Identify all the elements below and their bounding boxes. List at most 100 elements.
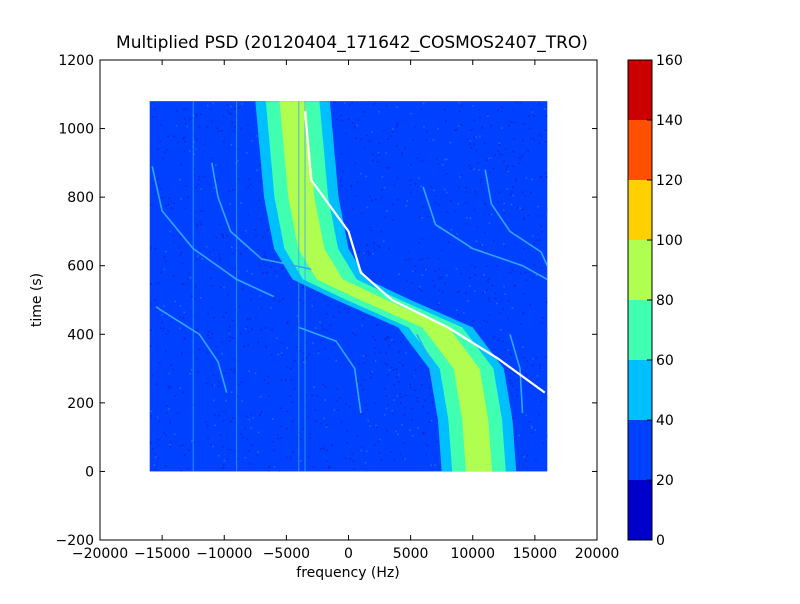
heatmap-speckle bbox=[470, 167, 473, 170]
heatmap-speckle bbox=[393, 458, 396, 461]
heatmap-speckle bbox=[375, 324, 378, 326]
heatmap-speckle bbox=[395, 368, 398, 370]
heatmap-speckle bbox=[439, 466, 441, 468]
heatmap-speckle bbox=[503, 285, 505, 288]
heatmap-speckle bbox=[168, 197, 170, 200]
colorbar-tick-label: 100 bbox=[656, 233, 683, 249]
heatmap-speckle bbox=[534, 429, 537, 431]
heatmap-speckle bbox=[487, 281, 490, 283]
heatmap-speckle bbox=[200, 223, 203, 226]
heatmap-speckle bbox=[317, 292, 319, 295]
heatmap-speckle bbox=[176, 110, 178, 112]
heatmap-speckle bbox=[339, 311, 341, 314]
heatmap-speckle bbox=[430, 464, 433, 466]
heatmap-speckle bbox=[373, 242, 375, 245]
heatmap-speckle bbox=[222, 236, 225, 239]
heatmap-speckle bbox=[175, 124, 178, 127]
heatmap-speckle bbox=[325, 426, 328, 428]
heatmap-speckle bbox=[497, 201, 499, 203]
heatmap-speckle bbox=[453, 210, 456, 212]
heatmap-speckle bbox=[322, 383, 325, 386]
heatmap-speckle bbox=[257, 341, 259, 344]
heatmap-speckle bbox=[440, 249, 443, 252]
heatmap-speckle bbox=[279, 437, 282, 439]
colorbar-tick-label: 60 bbox=[656, 353, 674, 369]
heatmap-speckle bbox=[306, 356, 308, 359]
heatmap-speckle bbox=[234, 108, 236, 110]
heatmap-speckle bbox=[276, 271, 278, 273]
heatmap-speckle bbox=[409, 384, 411, 386]
heatmap-speckle bbox=[290, 456, 292, 459]
heatmap-speckle bbox=[423, 431, 425, 434]
heatmap-speckle bbox=[469, 143, 471, 145]
heatmap-speckle bbox=[516, 356, 519, 358]
heatmap-speckle bbox=[166, 149, 168, 151]
heatmap-speckle bbox=[176, 412, 179, 415]
heatmap-speckle bbox=[179, 445, 181, 447]
heatmap-speckle bbox=[393, 341, 395, 343]
heatmap-speckle bbox=[401, 152, 404, 154]
heatmap-speckle bbox=[377, 324, 380, 326]
heatmap-speckle bbox=[223, 286, 225, 289]
heatmap-speckle bbox=[468, 164, 471, 167]
heatmap-speckle bbox=[397, 433, 399, 436]
heatmap-speckle bbox=[273, 449, 276, 452]
heatmap-speckle bbox=[508, 300, 510, 302]
heatmap-speckle bbox=[378, 142, 381, 144]
heatmap-speckle bbox=[523, 260, 525, 262]
heatmap-speckle bbox=[255, 135, 258, 137]
band-middle bbox=[265, 101, 506, 472]
heatmap-speckle bbox=[514, 372, 516, 374]
heatmap-speckle bbox=[514, 232, 516, 234]
heatmap-speckle bbox=[460, 273, 463, 275]
x-tick-label: 10000 bbox=[450, 546, 495, 562]
satellite-trace bbox=[303, 111, 546, 394]
heatmap-speckle bbox=[503, 202, 505, 205]
heatmap-speckle bbox=[240, 433, 243, 435]
heatmap-speckle bbox=[256, 454, 259, 457]
heatmap-speckle bbox=[207, 313, 209, 315]
heatmap-speckle bbox=[324, 347, 327, 350]
heatmap-speckle bbox=[509, 379, 511, 382]
heatmap-speckle bbox=[217, 130, 220, 132]
heatmap-speckle bbox=[368, 195, 371, 198]
heatmap-speckle bbox=[238, 178, 240, 181]
heatmap-speckle bbox=[222, 316, 225, 318]
heatmap-speckle bbox=[434, 464, 437, 466]
heatmap-speckle bbox=[249, 462, 251, 465]
heatmap-speckle bbox=[430, 185, 432, 188]
heatmap-speckle bbox=[438, 289, 441, 292]
heatmap-speckle bbox=[545, 356, 547, 358]
heatmap-speckle bbox=[152, 182, 155, 185]
heatmap-speckle bbox=[227, 448, 229, 450]
heatmap-speckle bbox=[510, 383, 513, 385]
heatmap-speckle bbox=[281, 267, 284, 270]
heatmap-speckle bbox=[211, 157, 213, 160]
heatmap-speckle bbox=[400, 396, 403, 398]
heatmap-speckle bbox=[385, 352, 387, 354]
heatmap-speckle bbox=[364, 462, 367, 464]
heatmap-speckle bbox=[370, 377, 372, 379]
heatmap-speckle bbox=[182, 283, 185, 286]
heatmap-speckle bbox=[336, 388, 338, 390]
heatmap-speckle bbox=[372, 335, 374, 338]
heatmap-speckle bbox=[428, 421, 430, 423]
heatmap-speckle bbox=[267, 470, 270, 472]
heatmap-speckle bbox=[490, 124, 492, 127]
heatmap-speckle bbox=[469, 139, 472, 142]
heatmap-speckle bbox=[326, 460, 328, 463]
heatmap-speckle bbox=[212, 374, 215, 377]
heatmap-speckle bbox=[366, 408, 369, 411]
y-axis-label: time (s) bbox=[29, 273, 45, 327]
heatmap-speckle bbox=[392, 128, 394, 130]
heatmap-speckle bbox=[263, 252, 266, 255]
heatmap-speckle bbox=[191, 440, 193, 442]
heatmap-speckle bbox=[219, 223, 221, 225]
heatmap-speckle bbox=[314, 420, 317, 423]
heatmap-speckle bbox=[475, 193, 478, 195]
heatmap-speckle bbox=[163, 327, 165, 329]
heatmap-speckle bbox=[381, 196, 383, 199]
heatmap-speckle bbox=[412, 434, 414, 437]
heatmap-speckle bbox=[544, 129, 547, 131]
heatmap-speckle bbox=[169, 230, 172, 233]
